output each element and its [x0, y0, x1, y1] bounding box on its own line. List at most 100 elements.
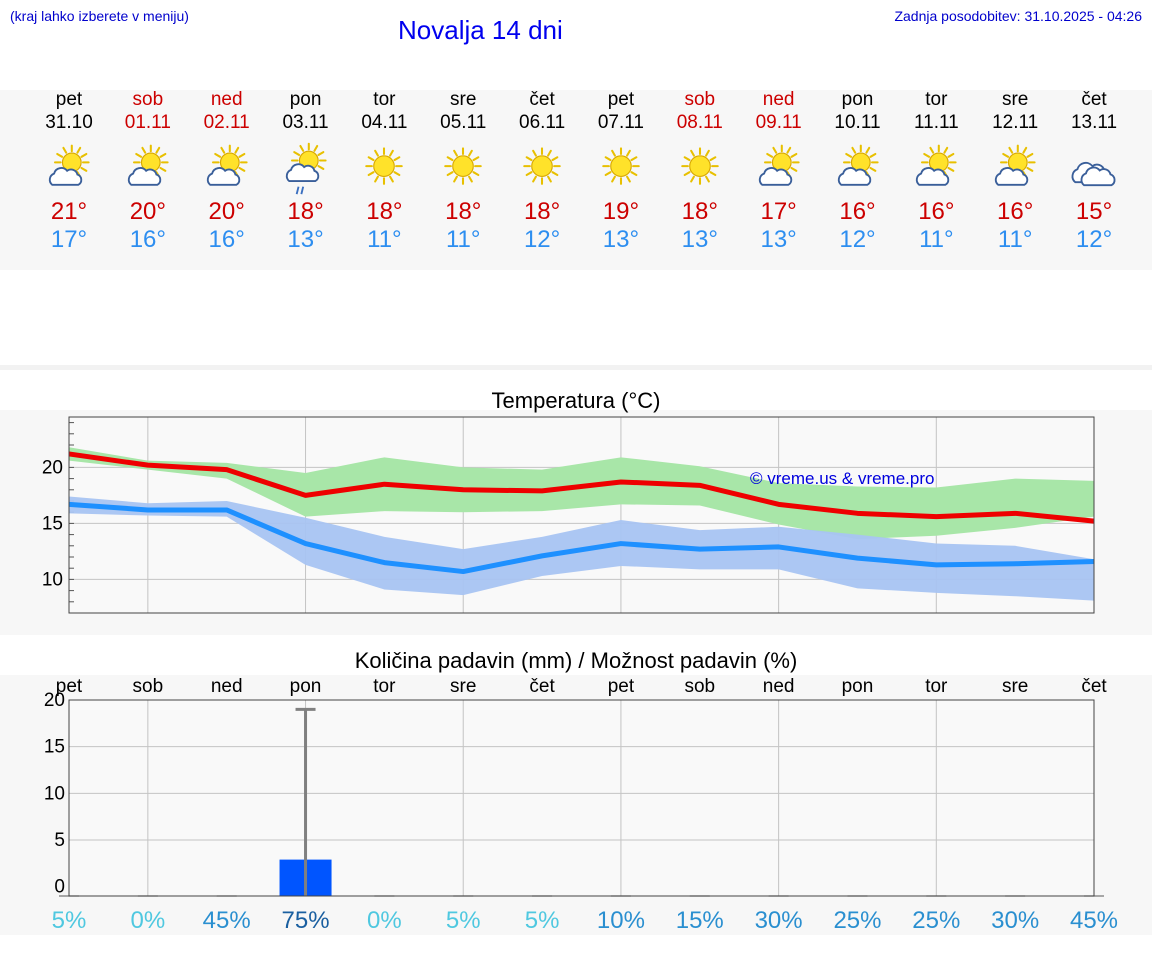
max-temperature: 18°	[445, 198, 482, 225]
day-name: sob	[684, 89, 716, 110]
plot-frame	[68, 416, 1095, 614]
day-name: čet	[1081, 89, 1107, 110]
max-temperature: 15°	[1075, 198, 1113, 225]
day-column: pet 07.11 19° 13°	[581, 89, 661, 254]
min-temperature-line	[68, 501, 1095, 575]
day-date: 06.11	[519, 112, 566, 133]
day-name: tor	[925, 89, 948, 110]
sun-cloud-icon	[916, 144, 957, 186]
precipitation-probability: 25%	[912, 907, 960, 934]
min-temperature: 13°	[681, 226, 718, 253]
min-temperature: 12°	[523, 226, 561, 253]
x-tick-label: ned	[211, 676, 243, 697]
day-date: 12.11	[992, 112, 1039, 133]
x-tick-label: sob	[684, 676, 715, 697]
day-column: pon 03.11 18° 13°	[266, 89, 346, 254]
max-temperature: 21°	[50, 198, 88, 225]
sun-cloud-icon	[837, 144, 879, 186]
y-tick-label: 5	[54, 830, 65, 851]
precipitation-probability: 15%	[676, 907, 724, 934]
x-tick-label: ned	[763, 676, 795, 697]
max-temperature: 16°	[918, 198, 955, 225]
day-name: čet	[529, 89, 555, 110]
day-column: pon 10.11 16° 12°	[818, 89, 898, 254]
day-date: 10.11	[834, 112, 881, 133]
sun-cloud-icon	[127, 144, 169, 186]
x-tick-label: tor	[373, 676, 396, 697]
y-tick-label: 10	[44, 783, 65, 804]
day-column: ned 09.11 17° 13°	[739, 89, 819, 254]
last-update: Zadnja posodobitev: 31.10.2025 - 04:26	[894, 8, 1142, 24]
sun-icon	[523, 147, 561, 185]
day-column: pet 31.10 21° 17°	[29, 89, 109, 254]
precipitation-chart-title: Količina padavin (mm) / Možnost padavin …	[354, 648, 798, 673]
precipitation-probability: 30%	[991, 907, 1039, 934]
precipitation-probability: 45%	[1070, 907, 1118, 934]
day-date: 08.11	[676, 112, 723, 133]
precipitation-probability: 45%	[203, 907, 251, 934]
day-date: 11.11	[913, 112, 959, 133]
min-temperature: 11°	[997, 226, 1033, 253]
day-date: 07.11	[597, 112, 644, 133]
sun-cloud-icon	[206, 144, 248, 186]
max-temperature: 19°	[602, 198, 640, 225]
y-tick-label: 0	[54, 877, 65, 898]
precipitation-probability: 5%	[525, 907, 560, 934]
sun-icon	[365, 147, 404, 185]
min-temperature: 13°	[760, 226, 797, 253]
min-temperature: 16°	[208, 226, 245, 253]
plot-area	[69, 700, 1094, 896]
day-column: sob 01.11 20° 16°	[108, 89, 188, 254]
max-temperature-band	[69, 447, 1094, 540]
precipitation-probability: 5%	[446, 907, 481, 934]
precipitation-probability: 0%	[131, 907, 166, 934]
page-title: Novalja 14 dni	[398, 15, 563, 45]
x-tick-label: pet	[608, 676, 635, 697]
day-date: 31.10	[45, 112, 93, 133]
day-column: čet 13.11 15° 12°	[1054, 89, 1134, 254]
x-tick-label: pon	[290, 676, 322, 697]
max-temperature: 18°	[681, 198, 718, 225]
max-temperature: 18°	[287, 198, 324, 225]
day-name: sob	[132, 89, 164, 110]
max-temperature: 18°	[523, 198, 561, 225]
min-temperature: 11°	[367, 226, 402, 253]
day-column: čet 06.11 18° 12°	[502, 89, 582, 254]
y-tick-label: 15	[44, 737, 65, 758]
x-tick-label: čet	[529, 676, 555, 697]
day-name: sre	[450, 89, 477, 110]
min-temperature: 11°	[919, 226, 954, 253]
max-temperature: 16°	[839, 198, 876, 225]
min-temperature: 11°	[445, 226, 481, 253]
precipitation-probability: 5%	[52, 907, 87, 934]
day-column: tor 11.11 16° 11°	[896, 89, 976, 254]
y-tick-label: 20	[44, 690, 65, 711]
min-temperature: 17°	[50, 226, 88, 253]
sun-cloud-icon	[48, 144, 90, 186]
max-temperature: 20°	[129, 198, 166, 225]
precipitation-probability: 30%	[755, 907, 803, 934]
sun-cloud-rain-icon	[285, 142, 327, 195]
max-temperature-line	[68, 451, 1095, 524]
x-tick-label: čet	[1081, 676, 1107, 697]
min-temperature: 13°	[287, 226, 324, 253]
location-hint: (kraj lahko izberete v meniju)	[10, 8, 189, 24]
day-name: tor	[373, 89, 396, 110]
precipitation-probability: 25%	[833, 907, 881, 934]
day-date: 01.11	[124, 112, 171, 133]
day-column: sre 12.11 16° 11°	[975, 89, 1055, 254]
sun-icon	[681, 147, 719, 185]
x-tick-label: sre	[1002, 676, 1028, 697]
day-column: sre 05.11 18° 11°	[423, 89, 503, 254]
min-temperature: 16°	[129, 226, 166, 253]
x-tick-label: tor	[925, 676, 948, 697]
x-tick-label: sre	[450, 676, 476, 697]
min-temperature: 13°	[602, 226, 640, 253]
y-tick-label: 20	[42, 457, 63, 478]
sun-cloud-icon	[995, 144, 1036, 186]
divider	[0, 365, 1152, 370]
x-tick-label: pet	[56, 676, 83, 697]
watermark: © vreme.us & vreme.pro	[750, 469, 934, 488]
precipitation-probability: 75%	[282, 907, 330, 934]
